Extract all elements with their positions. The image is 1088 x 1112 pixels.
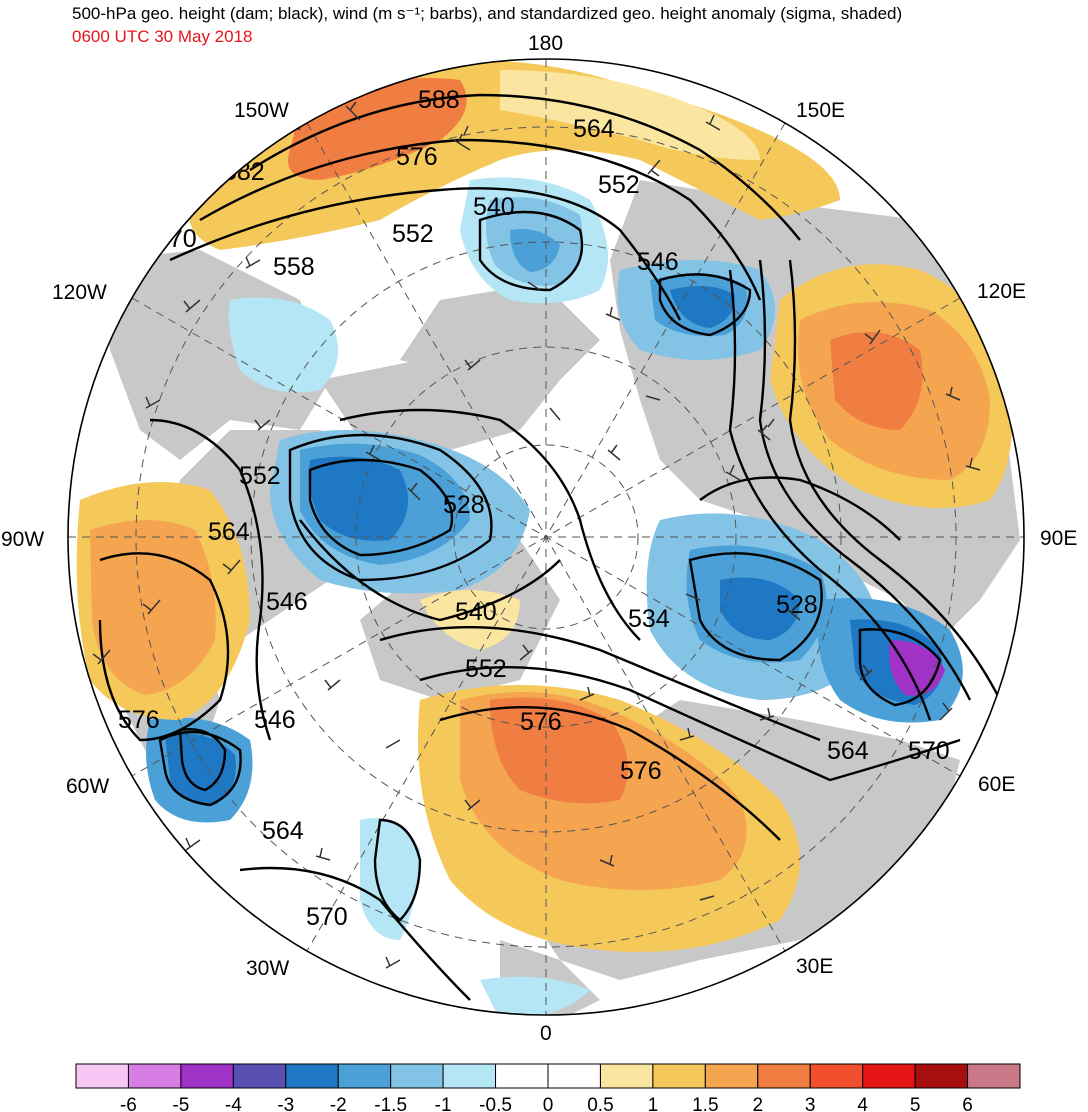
contour-label: 576 <box>396 143 438 171</box>
contour-label: 552 <box>239 462 281 490</box>
map-valid-time: 0600 UTC 30 May 2018 <box>72 27 253 46</box>
colorbar-label: -1.5 <box>374 1095 407 1112</box>
colorbar-label: 4 <box>857 1095 868 1112</box>
longitude-labels: 180 150E 120E 90E 60E 30E 0 30W 60W 90W … <box>1 32 1077 1045</box>
colorbar-swatch <box>337 1063 392 1089</box>
contour-label: 564 <box>208 518 250 546</box>
map-disc: 588 564 576 582 552 540 546 570 552 558 … <box>68 59 1024 1015</box>
colorbar-swatch <box>495 1063 549 1089</box>
contour-label: 534 <box>628 605 670 633</box>
colorbar-swatch <box>285 1063 339 1089</box>
colorbar-label: 5 <box>910 1095 921 1112</box>
colorbar-label: -2 <box>330 1095 347 1112</box>
colorbar-label: -0.5 <box>479 1095 512 1112</box>
lon-label-60e: 60E <box>978 773 1015 796</box>
contour-label: 528 <box>443 491 485 519</box>
colorbar-label: -1 <box>435 1095 452 1112</box>
lon-label-30w: 30W <box>246 957 289 980</box>
anomaly-shading <box>76 59 1013 1015</box>
contour-label: 570 <box>155 225 197 253</box>
contour-label: 570 <box>908 737 950 765</box>
lon-label-150w: 150W <box>234 99 289 122</box>
lon-label-90w: 90W <box>1 528 44 551</box>
colorbar-label: 1 <box>648 1095 659 1112</box>
colorbar-label: 1.5 <box>692 1095 718 1112</box>
contour-label: 552 <box>598 171 640 199</box>
colorbar-label: 6 <box>962 1095 973 1112</box>
colorbar-swatch <box>757 1063 811 1089</box>
lon-label-0: 0 <box>540 1022 552 1045</box>
colorbar-label: 0 <box>543 1095 554 1112</box>
height-contours <box>98 93 1002 1001</box>
lon-label-150e: 150E <box>796 99 845 122</box>
contour-label: 546 <box>254 706 296 734</box>
colorbar-swatch <box>809 1063 864 1089</box>
colorbar-label: -6 <box>120 1095 137 1112</box>
lon-label-120e: 120E <box>977 280 1026 303</box>
map-title: 500-hPa geo. height (dam; black), wind (… <box>72 4 903 23</box>
colorbar-swatch <box>704 1063 759 1089</box>
contour-label: 546 <box>266 588 308 616</box>
colorbar-label: 3 <box>805 1095 816 1112</box>
lon-label-30e: 30E <box>796 955 833 978</box>
graticule <box>68 59 1024 1015</box>
colorbar-swatch <box>127 1063 182 1089</box>
colorbar-swatch <box>75 1063 129 1089</box>
contour-label: 576 <box>118 706 160 734</box>
contour-label: 576 <box>520 708 562 736</box>
colorbar-label: -4 <box>225 1095 242 1112</box>
contour-label: 546 <box>637 248 679 276</box>
contour-label: 564 <box>827 737 869 765</box>
colorbar-swatch <box>599 1063 654 1089</box>
colorbar-swatch <box>180 1063 234 1089</box>
colorbar-label: -3 <box>277 1095 294 1112</box>
contour-label: 564 <box>262 817 304 845</box>
contour-label: 570 <box>306 903 348 931</box>
contour-label: 588 <box>418 86 460 114</box>
lon-label-90e: 90E <box>1040 527 1077 550</box>
colorbar-label: 2 <box>752 1095 763 1112</box>
colorbar-swatch <box>390 1063 444 1089</box>
anomaly-colorbar: -6 -5 -4 -3 -2 -1.5 -1 -0.5 0 0.5 1 1.5 2 3 4 5 6 <box>75 1063 1021 1112</box>
map-boundary <box>67 58 1025 1016</box>
contour-label: 564 <box>573 115 615 143</box>
colorbar-swatch <box>442 1063 497 1089</box>
colorbar-swatch <box>232 1063 287 1089</box>
colorbar-swatch <box>914 1063 969 1089</box>
contour-label: 576 <box>620 757 662 785</box>
colorbar-label: -5 <box>172 1095 189 1112</box>
contour-label: 540 <box>473 193 515 221</box>
lon-label-60w: 60W <box>66 775 109 798</box>
contour-label: 552 <box>392 220 434 248</box>
colorbar-label: 0.5 <box>587 1095 613 1112</box>
contour-label: 582 <box>223 158 265 186</box>
contour-label: 540 <box>455 598 497 626</box>
colorbar-swatch <box>547 1063 601 1089</box>
contour-label: 552 <box>465 655 507 683</box>
lon-label-180: 180 <box>528 32 563 55</box>
colorbar-swatch <box>862 1063 916 1089</box>
colorbar-swatch <box>967 1063 1021 1089</box>
contour-label: 558 <box>273 253 315 281</box>
colorbar-swatch <box>652 1063 706 1089</box>
lon-label-120w: 120W <box>52 281 107 304</box>
